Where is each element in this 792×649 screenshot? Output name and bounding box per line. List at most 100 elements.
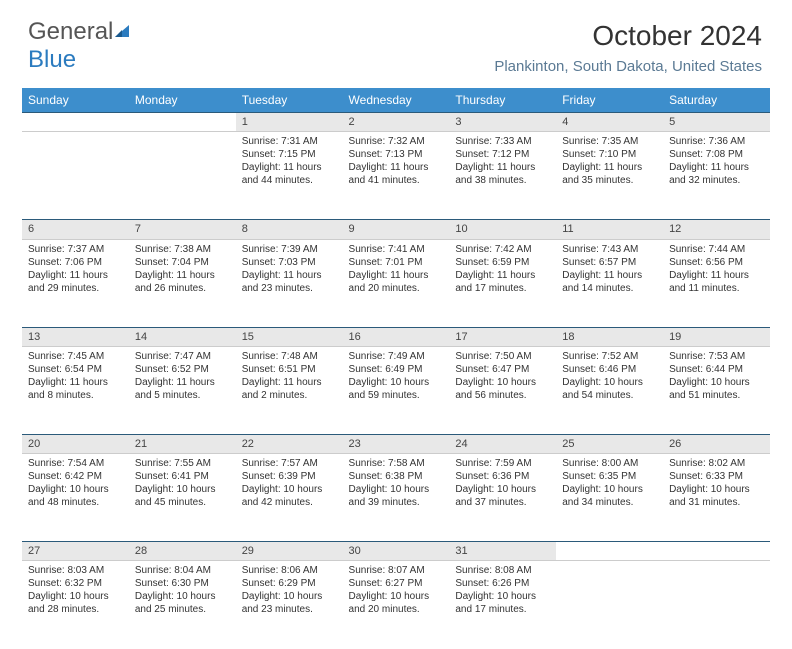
day-content-cell bbox=[129, 132, 236, 220]
daylight-line: Daylight: 10 hours and 25 minutes. bbox=[135, 590, 230, 616]
sunset-line: Sunset: 6:39 PM bbox=[242, 470, 337, 483]
day-number-cell: 30 bbox=[343, 542, 450, 561]
day-content-cell: Sunrise: 7:35 AMSunset: 7:10 PMDaylight:… bbox=[556, 132, 663, 220]
sunset-line: Sunset: 7:04 PM bbox=[135, 256, 230, 269]
sunset-line: Sunset: 7:08 PM bbox=[669, 148, 764, 161]
location-subtitle: Plankinton, South Dakota, United States bbox=[494, 58, 762, 75]
day-content-cell: Sunrise: 7:57 AMSunset: 6:39 PMDaylight:… bbox=[236, 454, 343, 542]
day-content-cell: Sunrise: 7:55 AMSunset: 6:41 PMDaylight:… bbox=[129, 454, 236, 542]
calendar-table: Sunday Monday Tuesday Wednesday Thursday… bbox=[22, 88, 770, 649]
sunset-line: Sunset: 6:38 PM bbox=[349, 470, 444, 483]
sunset-line: Sunset: 7:10 PM bbox=[562, 148, 657, 161]
day-header-row: Sunday Monday Tuesday Wednesday Thursday… bbox=[22, 88, 770, 113]
sunrise-line: Sunrise: 7:47 AM bbox=[135, 350, 230, 363]
daylight-line: Daylight: 10 hours and 54 minutes. bbox=[562, 376, 657, 402]
day-content-cell: Sunrise: 7:42 AMSunset: 6:59 PMDaylight:… bbox=[449, 239, 556, 327]
sunrise-line: Sunrise: 7:32 AM bbox=[349, 135, 444, 148]
day-number-cell: 19 bbox=[663, 327, 770, 346]
day-content-row: Sunrise: 8:03 AMSunset: 6:32 PMDaylight:… bbox=[22, 561, 770, 649]
day-number-cell: 25 bbox=[556, 434, 663, 453]
day-number-cell: 3 bbox=[449, 113, 556, 132]
day-content-cell: Sunrise: 7:38 AMSunset: 7:04 PMDaylight:… bbox=[129, 239, 236, 327]
day-content-cell: Sunrise: 7:47 AMSunset: 6:52 PMDaylight:… bbox=[129, 346, 236, 434]
sunrise-line: Sunrise: 7:38 AM bbox=[135, 243, 230, 256]
day-number-cell: 22 bbox=[236, 434, 343, 453]
sunset-line: Sunset: 6:29 PM bbox=[242, 577, 337, 590]
sunrise-line: Sunrise: 7:43 AM bbox=[562, 243, 657, 256]
daylight-line: Daylight: 10 hours and 48 minutes. bbox=[28, 483, 123, 509]
daylight-line: Daylight: 11 hours and 38 minutes. bbox=[455, 161, 550, 187]
sunrise-line: Sunrise: 7:55 AM bbox=[135, 457, 230, 470]
day-header: Thursday bbox=[449, 88, 556, 113]
day-number-cell bbox=[663, 542, 770, 561]
sunrise-line: Sunrise: 8:04 AM bbox=[135, 564, 230, 577]
day-number-cell: 1 bbox=[236, 113, 343, 132]
day-content-cell: Sunrise: 7:41 AMSunset: 7:01 PMDaylight:… bbox=[343, 239, 450, 327]
sunrise-line: Sunrise: 7:49 AM bbox=[349, 350, 444, 363]
sunrise-line: Sunrise: 7:37 AM bbox=[28, 243, 123, 256]
day-number-cell: 12 bbox=[663, 220, 770, 239]
logo-sail-icon bbox=[115, 18, 133, 46]
sunset-line: Sunset: 6:26 PM bbox=[455, 577, 550, 590]
daylight-line: Daylight: 11 hours and 29 minutes. bbox=[28, 269, 123, 295]
day-content-cell: Sunrise: 7:53 AMSunset: 6:44 PMDaylight:… bbox=[663, 346, 770, 434]
sunset-line: Sunset: 7:01 PM bbox=[349, 256, 444, 269]
day-content-cell: Sunrise: 8:07 AMSunset: 6:27 PMDaylight:… bbox=[343, 561, 450, 649]
day-content-cell: Sunrise: 7:48 AMSunset: 6:51 PMDaylight:… bbox=[236, 346, 343, 434]
sunrise-line: Sunrise: 7:33 AM bbox=[455, 135, 550, 148]
day-number-cell: 23 bbox=[343, 434, 450, 453]
sunset-line: Sunset: 6:36 PM bbox=[455, 470, 550, 483]
daylight-line: Daylight: 10 hours and 20 minutes. bbox=[349, 590, 444, 616]
logo-text-blue: Blue bbox=[28, 46, 76, 73]
day-number-cell: 8 bbox=[236, 220, 343, 239]
daylight-line: Daylight: 11 hours and 8 minutes. bbox=[28, 376, 123, 402]
day-content-cell bbox=[556, 561, 663, 649]
sunrise-line: Sunrise: 7:57 AM bbox=[242, 457, 337, 470]
day-number-cell: 28 bbox=[129, 542, 236, 561]
sunrise-line: Sunrise: 7:39 AM bbox=[242, 243, 337, 256]
day-content-cell: Sunrise: 7:49 AMSunset: 6:49 PMDaylight:… bbox=[343, 346, 450, 434]
sunset-line: Sunset: 6:42 PM bbox=[28, 470, 123, 483]
day-content-cell bbox=[22, 132, 129, 220]
daylight-line: Daylight: 10 hours and 31 minutes. bbox=[669, 483, 764, 509]
sunset-line: Sunset: 6:59 PM bbox=[455, 256, 550, 269]
day-number-cell: 27 bbox=[22, 542, 129, 561]
day-number-cell: 26 bbox=[663, 434, 770, 453]
day-content-cell: Sunrise: 7:54 AMSunset: 6:42 PMDaylight:… bbox=[22, 454, 129, 542]
day-number-cell: 2 bbox=[343, 113, 450, 132]
daylight-line: Daylight: 11 hours and 5 minutes. bbox=[135, 376, 230, 402]
daylight-line: Daylight: 11 hours and 20 minutes. bbox=[349, 269, 444, 295]
day-number-row: 2728293031 bbox=[22, 542, 770, 561]
day-header: Friday bbox=[556, 88, 663, 113]
day-number-row: 12345 bbox=[22, 113, 770, 132]
sunrise-line: Sunrise: 7:59 AM bbox=[455, 457, 550, 470]
day-content-cell: Sunrise: 7:37 AMSunset: 7:06 PMDaylight:… bbox=[22, 239, 129, 327]
sunrise-line: Sunrise: 7:35 AM bbox=[562, 135, 657, 148]
daylight-line: Daylight: 11 hours and 17 minutes. bbox=[455, 269, 550, 295]
day-header: Wednesday bbox=[343, 88, 450, 113]
day-number-cell: 31 bbox=[449, 542, 556, 561]
sunset-line: Sunset: 6:49 PM bbox=[349, 363, 444, 376]
day-number-cell: 11 bbox=[556, 220, 663, 239]
day-header: Tuesday bbox=[236, 88, 343, 113]
sunset-line: Sunset: 6:54 PM bbox=[28, 363, 123, 376]
daylight-line: Daylight: 10 hours and 17 minutes. bbox=[455, 590, 550, 616]
daylight-line: Daylight: 11 hours and 26 minutes. bbox=[135, 269, 230, 295]
sunset-line: Sunset: 6:32 PM bbox=[28, 577, 123, 590]
day-number-cell: 9 bbox=[343, 220, 450, 239]
day-number-cell: 18 bbox=[556, 327, 663, 346]
sunset-line: Sunset: 7:03 PM bbox=[242, 256, 337, 269]
day-number-cell: 14 bbox=[129, 327, 236, 346]
sunset-line: Sunset: 6:52 PM bbox=[135, 363, 230, 376]
day-number-cell bbox=[129, 113, 236, 132]
day-number-cell: 6 bbox=[22, 220, 129, 239]
daylight-line: Daylight: 10 hours and 34 minutes. bbox=[562, 483, 657, 509]
sunset-line: Sunset: 6:41 PM bbox=[135, 470, 230, 483]
daylight-line: Daylight: 10 hours and 51 minutes. bbox=[669, 376, 764, 402]
day-number-cell: 4 bbox=[556, 113, 663, 132]
day-content-cell: Sunrise: 8:08 AMSunset: 6:26 PMDaylight:… bbox=[449, 561, 556, 649]
sunrise-line: Sunrise: 8:02 AM bbox=[669, 457, 764, 470]
sunset-line: Sunset: 6:47 PM bbox=[455, 363, 550, 376]
day-content-cell: Sunrise: 7:36 AMSunset: 7:08 PMDaylight:… bbox=[663, 132, 770, 220]
sunset-line: Sunset: 6:44 PM bbox=[669, 363, 764, 376]
